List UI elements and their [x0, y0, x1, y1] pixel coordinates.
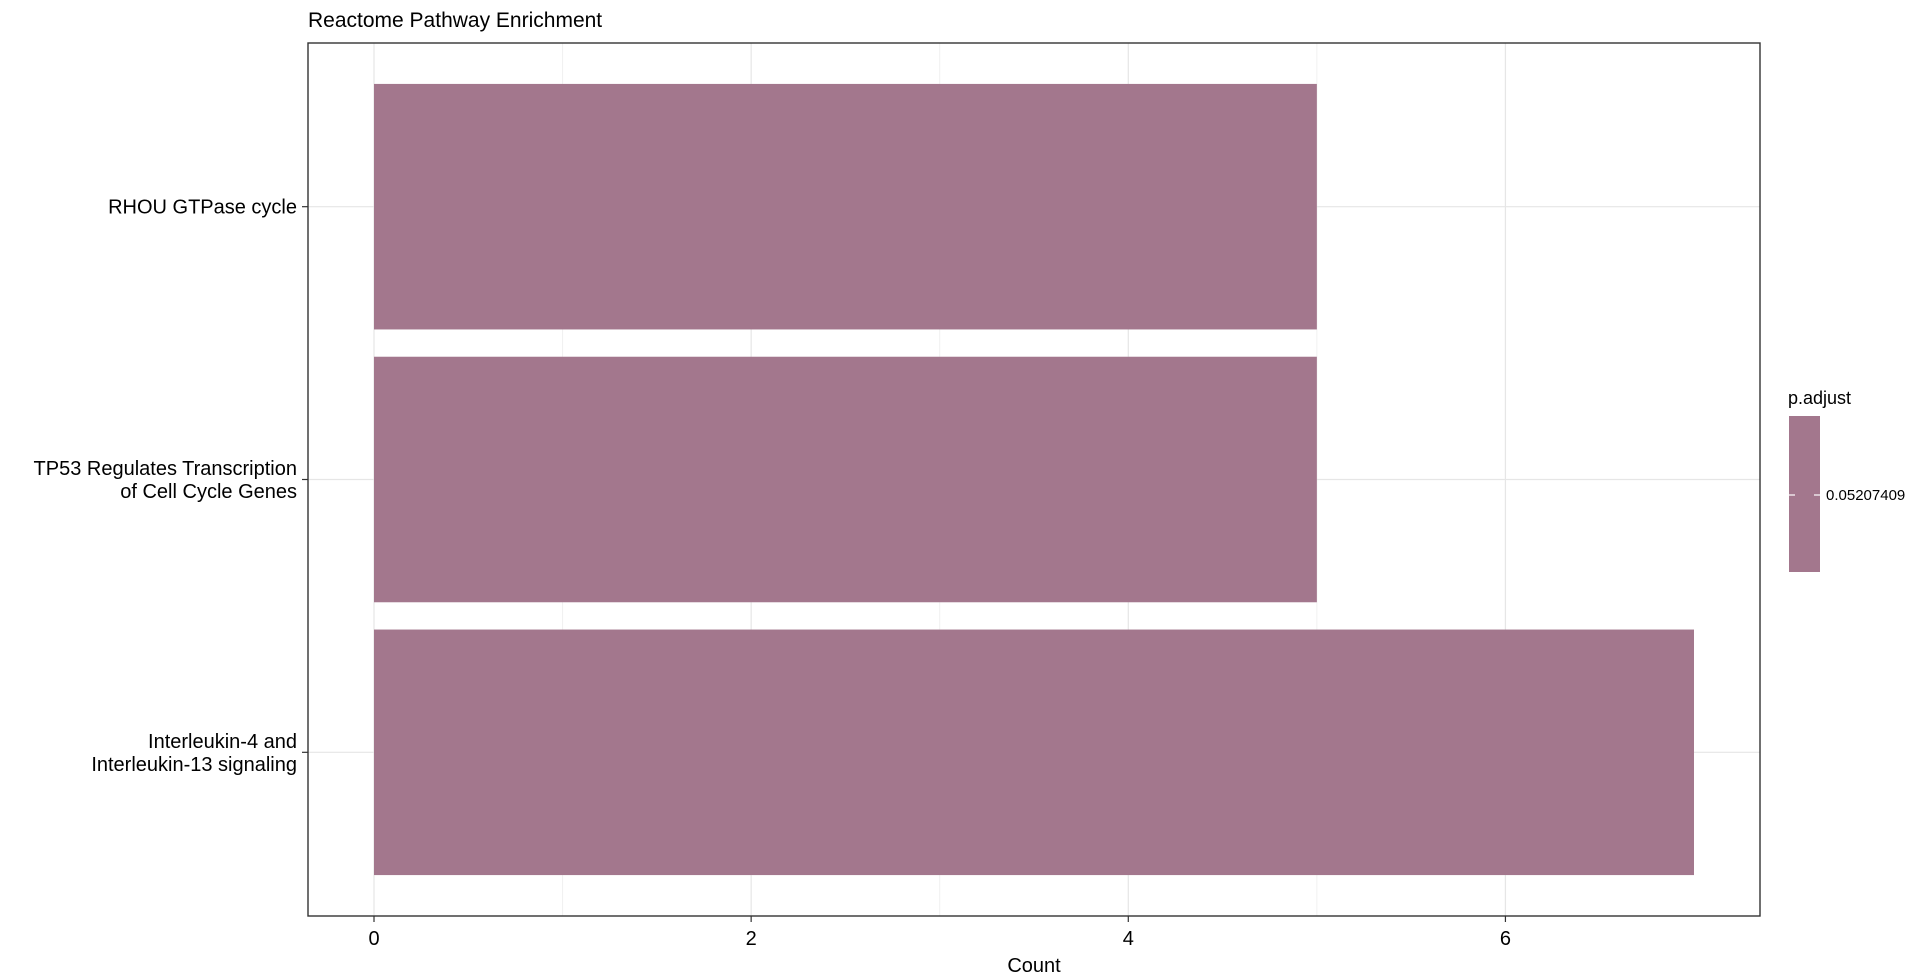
bar	[374, 629, 1694, 876]
x-axis-title: Count	[1007, 955, 1061, 974]
x-tick-label: 6	[1500, 928, 1511, 950]
bar	[374, 83, 1317, 330]
x-tick-label: 0	[368, 928, 379, 950]
legend-colorbar	[1789, 416, 1820, 572]
legend-title: p.adjust	[1788, 388, 1851, 408]
bars	[374, 83, 1694, 876]
y-tick-label: Interleukin-4 and Interleukin-13 signalin…	[91, 731, 297, 776]
axes: 0 2 4 6 Interleukin-4 and Interleukin-13 sign…	[34, 197, 1511, 950]
legend-label: 0.05207409	[1826, 487, 1905, 504]
legend: p.adjust 0.05207409	[1788, 388, 1905, 572]
y-tick-label: RHOU GTPase cycle	[108, 197, 297, 219]
chart-title: Reactome Pathway Enrichment	[308, 9, 602, 32]
x-tick-label: 2	[746, 928, 757, 950]
bar	[374, 356, 1317, 603]
x-tick-label: 4	[1123, 928, 1134, 950]
y-tick-label: TP53 Regulates Transcription of Cell Cycl…	[34, 458, 297, 503]
